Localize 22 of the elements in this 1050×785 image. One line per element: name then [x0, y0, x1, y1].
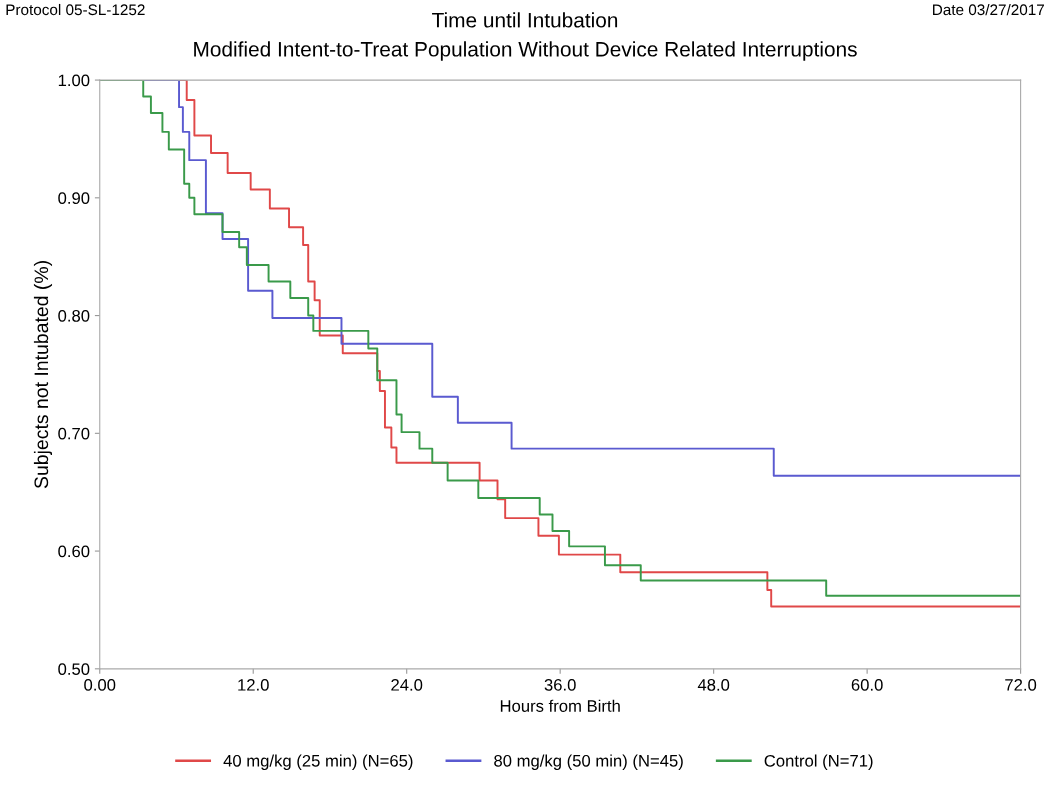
legend-label: Control (N=71) — [764, 754, 873, 770]
legend-label: 80 mg/kg (50 min) (N=45) — [494, 754, 683, 770]
x-tick-label: 36.0 — [544, 678, 576, 691]
x-tick-label: 72.0 — [1005, 678, 1037, 691]
x-tick-label: 0.00 — [84, 678, 116, 691]
x-tick-label: 24.0 — [391, 678, 423, 691]
chart-title: Time until Intubation — [432, 12, 618, 28]
x-tick-label: 60.0 — [851, 678, 883, 691]
x-axis-title: Hours from Birth — [500, 699, 620, 712]
text: Protocol 05-SL-1252 — [6, 3, 145, 16]
y-tick-label: 0.90 — [58, 192, 90, 205]
y-tick-label: 0.50 — [58, 663, 90, 676]
x-tick-label: 12.0 — [238, 678, 269, 691]
chart-subtitle: Modified Intent-to-Treat Population Without Device Related Interruptions — [194, 41, 857, 61]
y-tick-label: 0.60 — [58, 545, 90, 558]
y-axis-title: Subjects not Intubated (%) — [33, 261, 53, 489]
y-tick-label: 1.00 — [58, 74, 90, 87]
legend-label: 40 mg/kg (25 min) (N=65) — [223, 754, 413, 770]
x-tick-label: 48.0 — [697, 678, 730, 691]
text: Date 03/27/2017 — [933, 3, 1044, 16]
y-tick-label: 0.70 — [58, 427, 90, 440]
y-tick-label: 0.80 — [58, 309, 90, 322]
